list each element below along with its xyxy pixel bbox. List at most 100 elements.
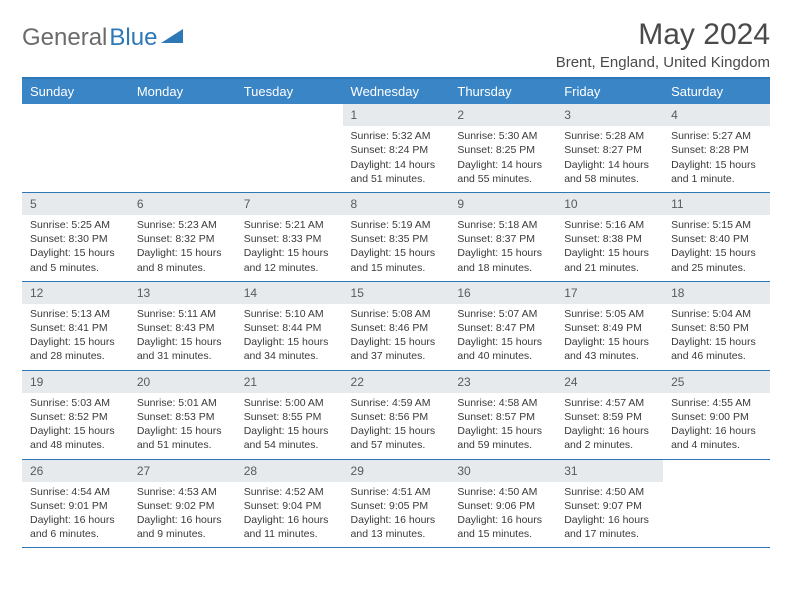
sunset-line: Sunset: 8:27 PM [564, 143, 655, 157]
day-number-cell: 25 [663, 370, 770, 393]
day-detail-cell: Sunrise: 5:21 AMSunset: 8:33 PMDaylight:… [236, 215, 343, 281]
day-number-cell: 10 [556, 192, 663, 215]
daylight-line: Daylight: 15 hours and 21 minutes. [564, 246, 655, 274]
sunrise-line: Sunrise: 5:07 AM [457, 307, 548, 321]
day-detail-cell: Sunrise: 4:59 AMSunset: 8:56 PMDaylight:… [343, 393, 450, 459]
day-number-cell: 20 [129, 370, 236, 393]
day-number-cell: 9 [449, 192, 556, 215]
day-detail-cell: Sunrise: 5:05 AMSunset: 8:49 PMDaylight:… [556, 304, 663, 370]
day-number-cell: 28 [236, 459, 343, 482]
sunset-line: Sunset: 9:01 PM [30, 499, 121, 513]
day-number-cell: 19 [22, 370, 129, 393]
week-detail-row: Sunrise: 5:32 AMSunset: 8:24 PM Daylight:… [22, 126, 770, 192]
sunrise-line: Sunrise: 5:18 AM [457, 218, 548, 232]
sunset-line: Sunset: 8:57 PM [457, 410, 548, 424]
day-number-cell: 18 [663, 281, 770, 304]
sunrise-line: Sunrise: 5:15 AM [671, 218, 762, 232]
day-number-cell [236, 104, 343, 126]
month-title: May 2024 [556, 18, 770, 52]
daylight-line: Daylight: 15 hours and 59 minutes. [457, 424, 548, 452]
day-number-cell: 31 [556, 459, 663, 482]
daylight-line: Daylight: 15 hours and 43 minutes. [564, 335, 655, 363]
sunrise-line: Sunrise: 5:13 AM [30, 307, 121, 321]
day-number-cell [129, 104, 236, 126]
day-number-cell: 30 [449, 459, 556, 482]
daylight-line: Daylight: 15 hours and 8 minutes. [137, 246, 228, 274]
sunset-line: Sunset: 9:00 PM [671, 410, 762, 424]
day-number-cell: 27 [129, 459, 236, 482]
weekday-thursday: Thursday [449, 78, 556, 104]
logo-triangle-icon [161, 27, 185, 50]
sunset-line: Sunset: 8:32 PM [137, 232, 228, 246]
calendar-table: Sunday Monday Tuesday Wednesday Thursday… [22, 77, 770, 548]
sunrise-line: Sunrise: 5:01 AM [137, 396, 228, 410]
week-daynum-row: 12131415161718 [22, 281, 770, 304]
day-number-cell: 6 [129, 192, 236, 215]
day-detail-cell: Sunrise: 5:30 AMSunset: 8:25 PMDaylight:… [449, 126, 556, 192]
daylight-line: Daylight: 15 hours and 5 minutes. [30, 246, 121, 274]
weekday-tuesday: Tuesday [236, 78, 343, 104]
logo-text-gray: General [22, 24, 107, 52]
daylight-line: Daylight: 16 hours and 6 minutes. [30, 513, 121, 541]
sunrise-line: Sunrise: 4:53 AM [137, 485, 228, 499]
sunset-line: Sunset: 9:06 PM [457, 499, 548, 513]
sunrise-line: Sunrise: 4:55 AM [671, 396, 762, 410]
location: Brent, England, United Kingdom [556, 54, 770, 71]
day-detail-cell: Sunrise: 4:55 AMSunset: 9:00 PMDaylight:… [663, 393, 770, 459]
sunrise-line: Sunrise: 5:08 AM [351, 307, 442, 321]
day-detail-cell: Sunrise: 5:10 AMSunset: 8:44 PMDaylight:… [236, 304, 343, 370]
sunset-line: Sunset: 8:53 PM [137, 410, 228, 424]
sunrise-line: Sunrise: 5:23 AM [137, 218, 228, 232]
day-number-cell: 14 [236, 281, 343, 304]
day-number-cell: 21 [236, 370, 343, 393]
sunrise-line: Sunrise: 5:19 AM [351, 218, 442, 232]
header: GeneralBlue May 2024 Brent, England, Uni… [22, 18, 770, 71]
day-detail-cell: Sunrise: 5:18 AMSunset: 8:37 PMDaylight:… [449, 215, 556, 281]
sunset-line: Sunset: 8:52 PM [30, 410, 121, 424]
sunrise-line: Sunrise: 4:58 AM [457, 396, 548, 410]
daylight-line: Daylight: 15 hours and 37 minutes. [351, 335, 442, 363]
day-number-cell: 15 [343, 281, 450, 304]
day-number-cell: 24 [556, 370, 663, 393]
sunset-line: Sunset: 9:05 PM [351, 499, 442, 513]
day-number-cell: 3 [556, 104, 663, 126]
sunset-line: Sunset: 9:07 PM [564, 499, 655, 513]
sunset-line: Sunset: 8:46 PM [351, 321, 442, 335]
day-number-cell: 11 [663, 192, 770, 215]
day-detail-cell: Sunrise: 5:23 AMSunset: 8:32 PMDaylight:… [129, 215, 236, 281]
sunset-line: Sunset: 8:49 PM [564, 321, 655, 335]
sunset-line: Sunset: 8:41 PM [30, 321, 121, 335]
sunrise-line: Sunrise: 5:32 AM [351, 129, 442, 143]
week-detail-row: Sunrise: 5:03 AMSunset: 8:52 PMDaylight:… [22, 393, 770, 459]
daylight-line: Daylight: 14 hours and 55 minutes. [457, 158, 548, 186]
day-number-cell: 22 [343, 370, 450, 393]
week-detail-row: Sunrise: 4:54 AMSunset: 9:01 PMDaylight:… [22, 482, 770, 548]
day-detail-cell [236, 126, 343, 192]
sunset-line: Sunset: 8:59 PM [564, 410, 655, 424]
sunset-line: Sunset: 8:24 PM [351, 143, 442, 157]
sunrise-line: Sunrise: 5:16 AM [564, 218, 655, 232]
daylight-line: Daylight: 15 hours and 48 minutes. [30, 424, 121, 452]
sunrise-line: Sunrise: 5:27 AM [671, 129, 762, 143]
sunset-line: Sunset: 8:30 PM [30, 232, 121, 246]
sunset-line: Sunset: 9:04 PM [244, 499, 335, 513]
day-detail-cell: Sunrise: 4:57 AMSunset: 8:59 PMDaylight:… [556, 393, 663, 459]
day-detail-cell: Sunrise: 4:58 AMSunset: 8:57 PMDaylight:… [449, 393, 556, 459]
day-detail-cell [129, 126, 236, 192]
daylight-line: Daylight: 16 hours and 11 minutes. [244, 513, 335, 541]
day-detail-cell: Sunrise: 5:28 AMSunset: 8:27 PMDaylight:… [556, 126, 663, 192]
sunrise-line: Sunrise: 5:11 AM [137, 307, 228, 321]
day-number-cell: 7 [236, 192, 343, 215]
day-detail-cell: Sunrise: 4:50 AMSunset: 9:06 PMDaylight:… [449, 482, 556, 548]
sunrise-line: Sunrise: 4:57 AM [564, 396, 655, 410]
sunrise-line: Sunrise: 5:30 AM [457, 129, 548, 143]
daylight-line: Daylight: 15 hours and 31 minutes. [137, 335, 228, 363]
day-number-cell: 29 [343, 459, 450, 482]
day-detail-cell: Sunrise: 4:50 AMSunset: 9:07 PMDaylight:… [556, 482, 663, 548]
sunrise-line: Sunrise: 5:28 AM [564, 129, 655, 143]
day-detail-cell: Sunrise: 5:32 AMSunset: 8:24 PMDaylight:… [343, 126, 450, 192]
sunset-line: Sunset: 8:38 PM [564, 232, 655, 246]
week-daynum-row: 567891011 [22, 192, 770, 215]
day-detail-cell: Sunrise: 4:51 AMSunset: 9:05 PMDaylight:… [343, 482, 450, 548]
day-number-cell: 2 [449, 104, 556, 126]
